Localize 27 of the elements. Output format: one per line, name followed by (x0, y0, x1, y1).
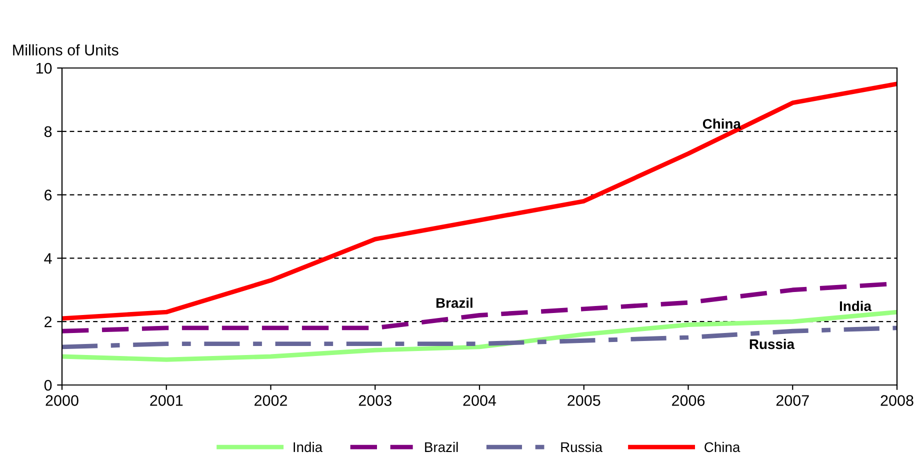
legend-label: Russia (561, 442, 603, 452)
legend-label: India (294, 442, 323, 452)
y-tick-label: 6 (44, 190, 52, 200)
legend-label: Brazil (425, 442, 458, 452)
line-series (62, 82, 897, 321)
y-tick-label: 2 (44, 316, 52, 328)
y-tick-label: 4 (44, 253, 52, 264)
x-tick-label: 2001 (150, 395, 183, 406)
x-tick-label: 2004 (463, 395, 496, 406)
x-tick-label: 2005 (568, 395, 600, 406)
x-tick-label: 2003 (358, 395, 392, 406)
x-tick-label: 2006 (672, 395, 705, 406)
line-series (62, 310, 897, 362)
x-tick-label: 2000 (46, 395, 78, 406)
y-tick-label: 0 (44, 380, 52, 391)
line-series (62, 326, 897, 350)
annotation: Russia (750, 338, 795, 350)
annotation: Brazil (436, 298, 472, 308)
x-tick-label: 2008 (880, 395, 914, 406)
y-tick-label: 10 (36, 62, 52, 74)
x-tick-label: 2002 (254, 395, 287, 406)
legend-label: China (704, 442, 740, 452)
annotation: China (702, 118, 742, 129)
y-tick-label: 8 (44, 126, 52, 138)
x-tick-label: 2007 (776, 395, 809, 406)
y-axis-title: Millions of Units (13, 44, 118, 56)
annotation: India (840, 300, 872, 312)
